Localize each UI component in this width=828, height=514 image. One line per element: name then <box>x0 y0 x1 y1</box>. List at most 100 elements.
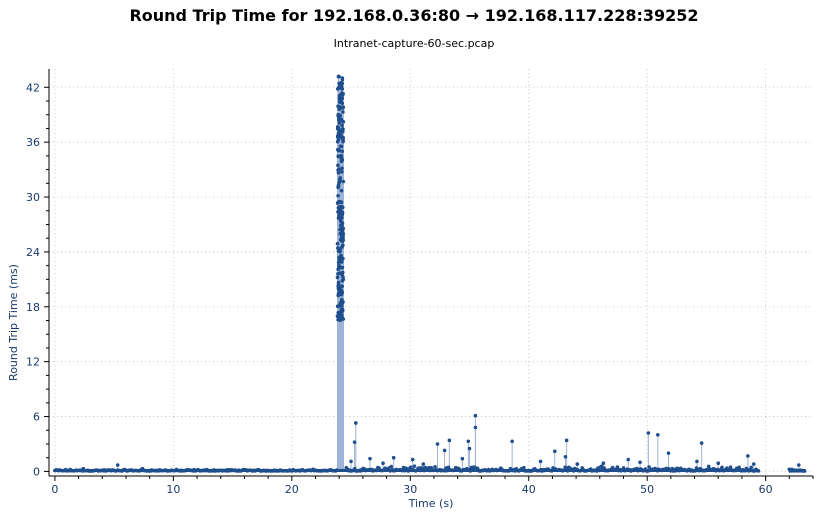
data-point <box>336 193 340 198</box>
data-point <box>335 275 340 280</box>
data-point <box>335 241 340 246</box>
data-point <box>338 131 342 136</box>
data-point <box>336 284 340 288</box>
data-point <box>340 226 345 230</box>
data-point <box>339 188 344 193</box>
data-point <box>337 121 342 125</box>
data-point <box>340 210 345 215</box>
data-point <box>647 465 651 469</box>
data-point <box>340 166 344 171</box>
data-point <box>337 93 342 98</box>
data-point <box>340 290 345 295</box>
data-point <box>336 267 340 272</box>
x-tick-label: 10 <box>166 483 180 496</box>
data-point <box>381 461 385 466</box>
data-point <box>435 442 440 446</box>
data-point <box>336 147 340 152</box>
data-point <box>339 204 344 209</box>
data-point <box>115 463 120 467</box>
data-point <box>341 91 345 96</box>
data-point <box>720 465 724 470</box>
data-point <box>338 105 342 109</box>
data-point <box>339 307 344 312</box>
data-points <box>53 74 807 473</box>
data-point <box>341 139 345 144</box>
x-tick-label: 30 <box>403 483 417 496</box>
data-point <box>341 105 346 109</box>
stems <box>54 76 805 473</box>
data-point <box>552 449 557 454</box>
data-point <box>340 85 344 89</box>
y-tick-label: 18 <box>26 301 40 314</box>
data-point <box>522 465 526 470</box>
data-point <box>699 441 704 445</box>
data-point <box>626 457 631 462</box>
data-point <box>340 265 345 270</box>
data-point <box>336 163 340 168</box>
data-point <box>442 448 447 453</box>
data-point <box>563 454 568 459</box>
data-point <box>391 455 396 460</box>
y-tick-label: 24 <box>26 246 40 259</box>
data-point <box>340 76 345 80</box>
y-tick-label: 36 <box>26 136 40 149</box>
data-point <box>339 254 343 258</box>
data-point <box>336 118 341 122</box>
data-point <box>716 461 721 466</box>
data-point <box>341 110 345 114</box>
data-point <box>421 462 426 466</box>
x-axis-label: Time (s) <box>408 497 454 510</box>
data-point <box>473 413 478 418</box>
data-point <box>565 469 570 473</box>
data-point <box>336 185 340 190</box>
data-point <box>353 421 358 425</box>
data-point <box>656 433 660 437</box>
data-point <box>410 457 415 462</box>
y-tick-label: 6 <box>33 411 40 424</box>
data-point <box>602 466 606 470</box>
data-point <box>335 468 339 472</box>
data-point <box>695 459 699 464</box>
data-point <box>338 271 342 275</box>
data-point <box>340 149 344 154</box>
data-point <box>340 315 344 320</box>
data-point <box>336 171 341 175</box>
data-point <box>749 465 754 470</box>
x-tick-label: 0 <box>51 483 58 496</box>
data-point <box>473 425 478 430</box>
data-point <box>751 462 756 466</box>
data-point <box>336 260 341 265</box>
data-point <box>389 464 394 469</box>
data-point <box>337 199 342 204</box>
data-point <box>337 304 341 309</box>
data-point <box>335 134 340 138</box>
y-tick-label: 42 <box>26 81 40 94</box>
data-point <box>340 239 345 244</box>
x-tick-label: 60 <box>759 483 773 496</box>
y-tick-label: 0 <box>33 465 40 478</box>
data-point <box>756 469 761 473</box>
data-point <box>341 127 345 131</box>
data-point <box>341 243 345 247</box>
data-point <box>575 462 580 466</box>
data-point <box>340 215 344 220</box>
data-point <box>338 113 343 118</box>
data-point <box>408 465 413 470</box>
data-point <box>368 456 372 461</box>
y-axis-label: Round Trip Time (ms) <box>7 264 20 381</box>
data-point <box>341 300 345 304</box>
data-point <box>646 431 651 435</box>
y-tick-label: 12 <box>26 356 40 369</box>
data-point <box>638 460 642 465</box>
chart-subtitle: Intranet-capture-60-sec.pcap <box>333 37 495 50</box>
data-point <box>412 464 417 468</box>
data-point <box>621 466 626 470</box>
data-point <box>340 96 345 101</box>
data-point <box>615 465 620 469</box>
data-point <box>340 123 344 128</box>
data-point <box>338 227 342 232</box>
x-tick-label: 40 <box>522 483 536 496</box>
data-point <box>447 438 452 443</box>
data-point <box>340 270 345 275</box>
data-point <box>467 446 472 451</box>
